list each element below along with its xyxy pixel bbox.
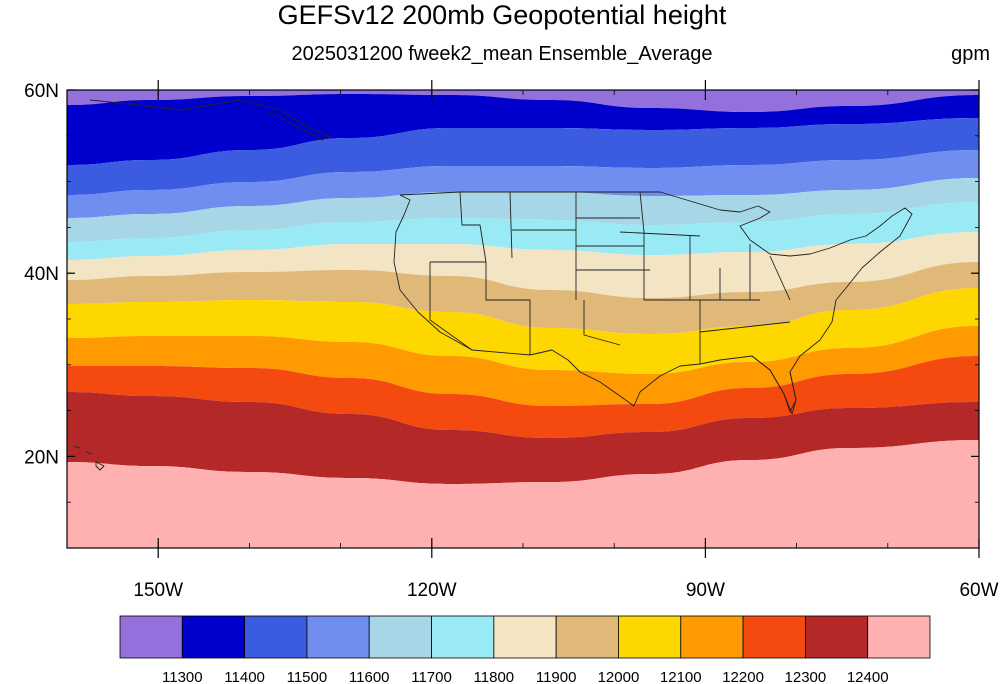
colorbar-level-label: 11900: [536, 669, 577, 684]
units-label: gpm: [951, 43, 990, 65]
coastline: [485, 262, 531, 355]
coastline: [619, 231, 701, 237]
lat-tick-label: 40N: [24, 264, 59, 285]
colorbar-level-label: 11400: [224, 669, 265, 684]
colorbar: 11300 11400 11500 11600 11700 11800 11900 12000…: [119, 615, 931, 684]
coastline: [73, 445, 81, 449]
height-band: [67, 356, 979, 438]
map-subtitle: 2025031200 fweek2_mean Ensemble_Average: [291, 43, 713, 65]
height-band: [400, 478, 979, 548]
colorbar-level-label: 11800: [474, 669, 515, 684]
colorbar-swatch: [368, 615, 432, 659]
colorbar-swatch: [306, 615, 370, 659]
height-band: [67, 90, 979, 112]
colorbar-level-label: 12300: [785, 669, 827, 684]
coastline: [639, 191, 645, 300]
colorbar-level-label: 12200: [722, 669, 764, 684]
colorbar-level-label: 11700: [411, 669, 452, 684]
axis-ticks: 60N 40N 20N 150W 120W 90W 60W: [24, 80, 999, 601]
colorbar-level-label: 12100: [660, 669, 702, 684]
coastline: [583, 300, 621, 346]
coastlines-and-state-borders: [73, 99, 913, 471]
lon-tick-label: 60W: [959, 580, 998, 601]
height-band: [67, 232, 979, 298]
height-band: [67, 392, 979, 484]
coastline: [699, 321, 791, 333]
coastline: [95, 461, 105, 471]
coastline: [85, 451, 93, 455]
coastline: [89, 99, 331, 141]
height-band: [67, 150, 979, 218]
colorbar-swatch: [119, 615, 183, 659]
map-title: GEFSv12 200mb Geopotential height: [277, 0, 727, 30]
coastline: [429, 262, 473, 351]
colorbar-swatch: [181, 615, 246, 659]
height-band: [67, 118, 979, 195]
colorbar-swatch: [804, 615, 869, 659]
height-band: [67, 178, 979, 242]
height-band: [67, 262, 979, 334]
coastline: [509, 191, 513, 259]
colorbar-swatch: [244, 615, 308, 659]
colorbar-level-label: 12400: [847, 669, 889, 684]
height-contour-bands: [67, 90, 979, 548]
colorbar-level-label: 11600: [349, 669, 390, 684]
colorbar-swatch: [618, 615, 682, 659]
colorbar-level-label: 11300: [162, 669, 203, 684]
colorbar-level-label: 11500: [287, 669, 328, 684]
colorbar-swatch: [493, 615, 557, 659]
height-band: [67, 288, 979, 374]
coastline: [393, 191, 913, 415]
coastline: [769, 255, 791, 301]
height-band: [67, 202, 979, 260]
lat-tick-label: 60N: [24, 81, 59, 102]
colorbar-swatch: [680, 615, 744, 659]
lat-tick-label: 20N: [24, 447, 59, 468]
lon-tick-label: 150W: [133, 580, 183, 601]
height-band: [67, 326, 979, 406]
colorbar-swatch: [867, 615, 931, 659]
coastline: [459, 191, 487, 263]
lon-tick-label: 120W: [407, 580, 457, 601]
height-band: [67, 94, 979, 165]
colorbar-level-label: 12000: [598, 669, 640, 684]
colorbar-swatch: [431, 615, 495, 659]
coastline: [751, 355, 797, 413]
colorbar-swatch: [555, 615, 619, 659]
lon-tick-label: 90W: [686, 580, 725, 601]
colorbar-swatch: [742, 615, 806, 659]
